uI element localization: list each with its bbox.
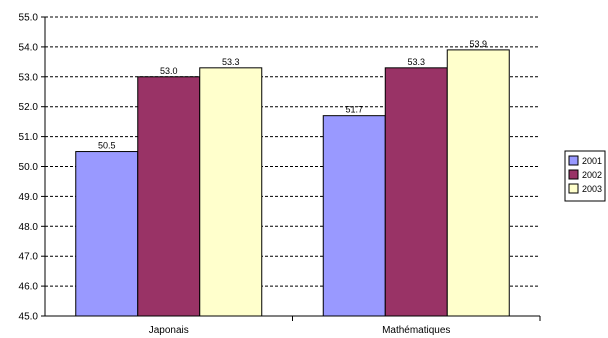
y-tick-label: 54.0	[19, 42, 39, 53]
axes	[41, 16, 541, 321]
data-label: 53.3	[222, 57, 240, 67]
data-label: 50.5	[98, 141, 116, 151]
data-label: 53.0	[160, 66, 178, 76]
y-tick-label: 47.0	[19, 252, 39, 263]
legend-label: 2002	[582, 170, 602, 180]
category-label: Mathématiques	[382, 325, 450, 336]
y-tick-label: 48.0	[19, 222, 39, 233]
category-labels: Japonais Mathématiques	[149, 325, 451, 336]
y-tick-label: 52.0	[19, 102, 39, 113]
bar-2002-2	[384, 67, 448, 317]
y-tick-label: 49.0	[19, 192, 39, 203]
bar-2003-1	[199, 67, 263, 317]
bar-2002-1	[137, 76, 201, 317]
bar-2001-2	[322, 115, 386, 317]
y-tick-label: 45.0	[19, 312, 39, 323]
y-tick-label: 53.0	[19, 72, 39, 83]
bars	[75, 49, 510, 317]
data-label: 53.3	[407, 57, 425, 67]
legend: 2001 2002 2003	[564, 150, 606, 202]
y-tick-label: 51.0	[19, 132, 39, 143]
legend-label: 2001	[582, 156, 602, 166]
category-label: Japonais	[149, 325, 189, 336]
data-label: 51.7	[345, 105, 363, 115]
legend-label: 2003	[582, 184, 602, 194]
y-tick-label: 55.0	[19, 13, 39, 24]
legend-swatch	[568, 155, 579, 166]
legend-swatch	[568, 169, 579, 180]
bar-2003-2	[446, 49, 510, 317]
legend-swatch	[568, 183, 579, 194]
bar-2001-1	[75, 151, 139, 317]
y-tick-labels: 45.0 46.0 47.0 48.0 49.0 50.0 51.0 52.0 53.0 54.0…	[19, 13, 39, 323]
data-label: 53.9	[469, 39, 487, 49]
y-tick-label: 50.0	[19, 162, 39, 173]
data-labels: 50.5 53.0 53.3 51.7 53.3 53.9	[98, 39, 487, 151]
y-tick-label: 46.0	[19, 282, 39, 293]
